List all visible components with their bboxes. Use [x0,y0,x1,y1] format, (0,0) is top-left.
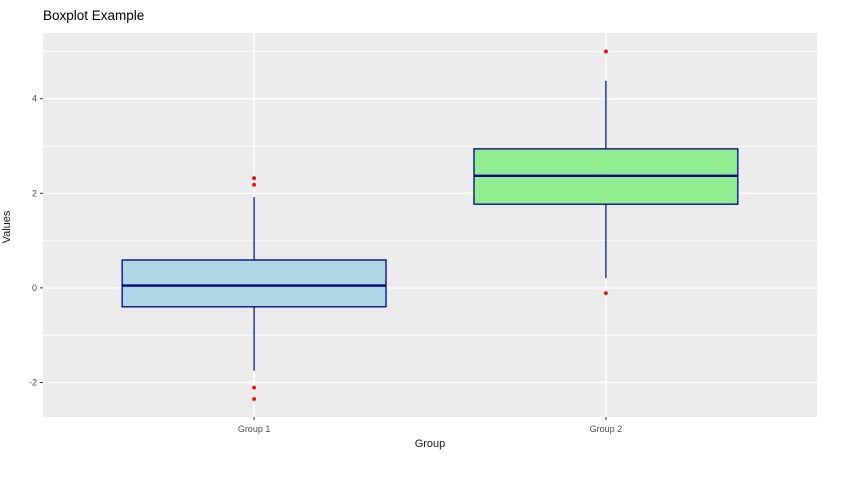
outlier-point [604,291,608,295]
y-tick-label: -2 [29,377,37,387]
x-axis-title: Group [415,438,446,450]
chart-title: Boxplot Example [43,8,144,23]
y-tick-label: 4 [32,94,37,104]
plot-panel: -2 0 2 4 Group 1 Group 2 [29,33,817,434]
panel-background [43,33,817,417]
outlier-point [252,385,256,390]
x-tick-label: Group 1 [238,424,271,434]
x-tick-label: Group 2 [590,424,623,434]
outlier-point [252,176,256,181]
box-rect [121,259,387,308]
y-tick-label: 0 [32,283,37,293]
y-tick-label: 2 [32,188,37,198]
outlier-point [252,397,256,401]
y-axis-title: Values [1,210,13,243]
outlier-point [604,49,608,54]
outlier-point [252,182,256,187]
